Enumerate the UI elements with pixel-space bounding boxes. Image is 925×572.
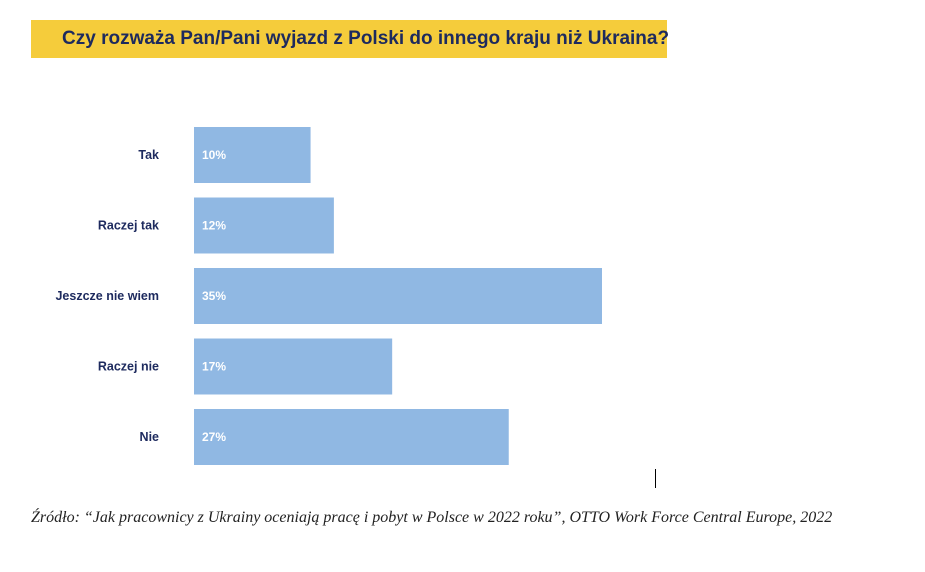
value-label: 27% xyxy=(202,430,226,444)
category-label: Raczej tak xyxy=(98,219,159,233)
text-cursor xyxy=(655,469,656,488)
category-label: Nie xyxy=(140,430,160,444)
bar-0 xyxy=(194,127,311,183)
bar-4 xyxy=(194,409,509,465)
title-banner: Czy rozważa Pan/Pani wyjazd z Polski do … xyxy=(31,20,670,58)
value-label: 10% xyxy=(202,148,226,162)
chart-title: Czy rozważa Pan/Pani wyjazd z Polski do … xyxy=(62,28,670,49)
bar-3 xyxy=(194,338,393,395)
source-text: Źródło: “Jak pracownicy z Ukrainy ocenia… xyxy=(31,509,833,526)
category-label: Raczej nie xyxy=(98,360,159,374)
bar-2 xyxy=(194,268,602,324)
value-label: 12% xyxy=(202,219,226,233)
value-label: 17% xyxy=(202,360,226,374)
source-note: Źródło: “Jak pracownicy z Ukrainy ocenia… xyxy=(31,506,911,529)
bar-chart: Tak 10% Raczej tak 12% Jeszcze nie wiem 35% Ra… xyxy=(55,127,602,465)
value-label: 35% xyxy=(202,289,226,303)
category-label: Tak xyxy=(138,148,159,162)
bar-1 xyxy=(194,197,334,254)
category-label: Jeszcze nie wiem xyxy=(55,289,159,303)
